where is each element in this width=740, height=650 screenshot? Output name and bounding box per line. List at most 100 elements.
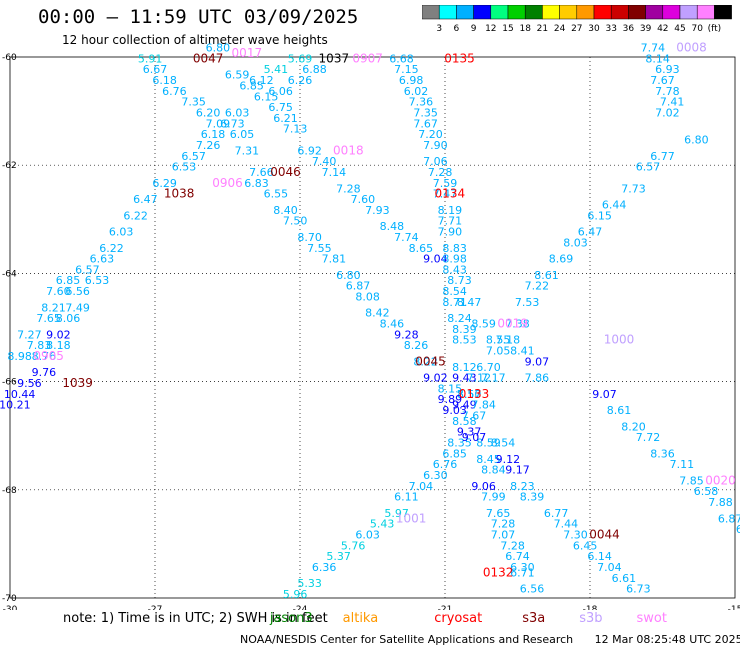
wave-height-value: 6.59 xyxy=(225,69,250,82)
wave-height-value: 6.73 xyxy=(626,583,651,596)
wave-height-value: 7.67 xyxy=(650,74,675,87)
wave-height-value: 8.47 xyxy=(457,296,482,309)
wave-height-value: 9.12 xyxy=(496,453,521,466)
wave-height-value: 8.40 xyxy=(273,204,298,217)
wave-height-value: 7.53 xyxy=(515,296,540,309)
wave-height-value: 6.98 xyxy=(399,74,424,87)
wave-height-value: 8.71 xyxy=(442,296,467,309)
wave-height-value: 8.54 xyxy=(442,285,467,298)
lat-tick-label: -64 xyxy=(2,269,17,279)
wave-height-colorbar: 3 6 9 12 15 18 21 24 27 30 33 36 39 42 45 70 (ft) xyxy=(422,5,732,34)
wave-height-value: 6.14 xyxy=(587,550,612,563)
wave-height-value: 5.76 xyxy=(341,539,366,552)
wave-height-value: 6.87 xyxy=(346,280,371,293)
wave-height-value: 9.89 xyxy=(438,393,463,406)
colorbar-swatch xyxy=(714,5,732,20)
wave-height-value: 9.37 xyxy=(457,426,482,439)
wave-height-value: 6.15 xyxy=(587,209,612,222)
wave-height-value: 6.80 xyxy=(206,42,231,55)
wave-height-value: 6.63 xyxy=(90,253,115,266)
colorbar-label: 30 xyxy=(588,24,600,34)
pass-time-label: 0047 xyxy=(193,51,224,65)
lat-tick-label: -60 xyxy=(2,53,17,63)
wave-height-value: 6.03 xyxy=(109,226,134,239)
wave-height-value: 8.70 xyxy=(297,231,322,244)
wave-height-value: 5.91 xyxy=(138,52,163,65)
page-title: 00:00 – 11:59 UTC 03/09/2025 xyxy=(38,6,359,28)
colorbar-label: 3 xyxy=(436,24,442,34)
wave-height-value: 6.80 xyxy=(684,134,709,147)
wave-height-value: 7.30 xyxy=(563,528,588,541)
wave-height-value: 9.28 xyxy=(394,328,419,341)
footer-timestamp: 12 Mar 08:25:48 UTC 2025 xyxy=(594,633,740,646)
wave-height-value: 6.30 xyxy=(423,469,448,482)
note-line: note: 1) Time is in UTC; 2) SWH is in fe… xyxy=(63,611,667,626)
wave-height-value: 5.43 xyxy=(370,518,395,531)
pass-time-label: 0008 xyxy=(676,41,707,55)
wave-height-value: 7.09 xyxy=(206,117,231,130)
wave-height-value: 6.55 xyxy=(264,188,289,201)
wave-height-value: 6.70 xyxy=(476,361,501,374)
colorbar-label: 24 xyxy=(554,24,566,34)
satellite-legend-cryosat: cryosat xyxy=(434,611,483,626)
wave-height-value: 7.71 xyxy=(438,215,463,228)
wave-height-value: 8.19 xyxy=(438,204,463,217)
satellite-legend-jason3: jason3 xyxy=(269,611,313,626)
wave-height-value: 9.02 xyxy=(46,328,71,341)
wave-height-value: 7.88 xyxy=(708,496,733,509)
wave-height-value: 6.03 xyxy=(355,528,380,541)
wave-height-value: 6.02 xyxy=(404,85,429,98)
wave-height-value: 7.50 xyxy=(283,215,308,228)
wave-height-value: 6.87 xyxy=(718,512,740,525)
wave-height-value: 8.24 xyxy=(447,312,472,325)
wave-height-value: 8.43 xyxy=(442,263,467,276)
pass-time-label: 0132 xyxy=(483,565,514,579)
wave-height-value: 8.12 xyxy=(452,361,477,374)
pass-time-label: 1038 xyxy=(164,187,195,201)
wave-height-value: 8.15 xyxy=(438,382,463,395)
wave-height-value: 8.06 xyxy=(56,312,81,325)
wave-height-value: 8.98 xyxy=(442,253,467,266)
wave-height-value: 8.26 xyxy=(404,339,429,352)
wave-height-value: 7.27 xyxy=(17,328,42,341)
wave-height-value: 9.07 xyxy=(525,355,550,368)
pass-time-label: 0018 xyxy=(333,143,364,157)
wave-height-value: 6.45 xyxy=(573,539,598,552)
wave-height-value: 7.35 xyxy=(181,96,206,109)
wave-height-value: 7.93 xyxy=(365,204,390,217)
colorbar-label: 39 xyxy=(640,24,652,34)
wave-height-value: 9.06 xyxy=(471,480,496,493)
wave-height-value: 8.42 xyxy=(365,307,390,320)
wave-height-value: 7.67 xyxy=(462,409,487,422)
colorbar-label: 33 xyxy=(605,24,616,34)
pass-time-label: 0135 xyxy=(444,51,475,65)
wave-height-value: 7.04 xyxy=(409,480,434,493)
wave-height-value: 7.35 xyxy=(413,107,438,120)
lon-tick-label: -30 xyxy=(3,605,18,610)
wave-height-value: 6.85 xyxy=(442,447,467,460)
wave-height-value: 6.56 xyxy=(65,285,90,298)
wave-height-value: 8.65 xyxy=(409,242,434,255)
wave-height-value: 6.67 xyxy=(143,63,168,76)
wave-height-value: 8.41 xyxy=(510,345,535,358)
wave-height-value: 8.18 xyxy=(46,339,71,352)
wave-height-value: 7.99 xyxy=(481,491,506,504)
wave-height-value: 6.8 xyxy=(736,523,740,536)
wave-height-value: 8.59 xyxy=(476,437,501,450)
wave-height-value: 7.74 xyxy=(394,231,419,244)
wave-height-value: 7.38 xyxy=(505,318,530,331)
wave-height-value: 6.85 xyxy=(56,274,81,287)
wave-height-value: 6.85 xyxy=(239,79,264,92)
wave-height-value: 7.41 xyxy=(660,96,685,109)
wave-height-value: 7.84 xyxy=(471,399,496,412)
pass-time-label: 0020 xyxy=(705,473,736,487)
wave-height-value: 8.61 xyxy=(534,269,559,282)
pass-time-label: 0907 xyxy=(352,51,383,65)
page-subtitle: 12 hour collection of altimeter wave hei… xyxy=(62,33,328,47)
pass-time-label: 1001 xyxy=(396,511,427,525)
footer: NOAA/NESDIS Center for Satellite Applica… xyxy=(240,633,740,646)
wave-height-value: 6.57 xyxy=(636,161,661,174)
wave-height-value: 6.88 xyxy=(302,63,327,76)
wave-height-value: 8.53 xyxy=(452,334,477,347)
wave-height-value: 8.84 xyxy=(481,464,506,477)
